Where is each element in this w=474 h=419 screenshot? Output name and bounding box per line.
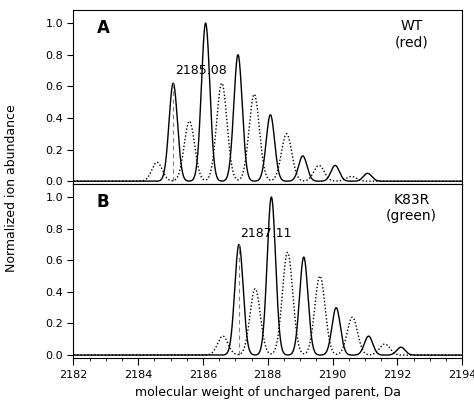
Text: Normalized ion abundance: Normalized ion abundance xyxy=(5,105,18,272)
X-axis label: molecular weight of uncharged parent, Da: molecular weight of uncharged parent, Da xyxy=(135,385,401,398)
Text: A: A xyxy=(97,19,109,37)
Text: K83R
(green): K83R (green) xyxy=(386,193,437,223)
Text: WT
(red): WT (red) xyxy=(395,19,428,49)
Text: B: B xyxy=(97,193,109,211)
Text: 2185.08: 2185.08 xyxy=(175,64,227,77)
Text: 2187.11: 2187.11 xyxy=(241,227,292,240)
